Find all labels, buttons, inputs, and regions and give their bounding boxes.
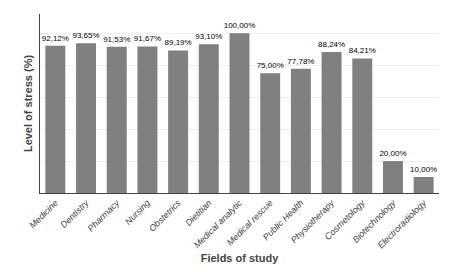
svg-text:Electroradiology: Electroradiology (376, 197, 429, 250)
svg-text:92,12%: 92,12% (42, 34, 69, 43)
svg-text:84,21%: 84,21% (349, 46, 376, 55)
svg-text:100,00%: 100,00% (224, 21, 256, 30)
svg-text:Fields of study: Fields of study (201, 252, 280, 264)
svg-text:Dentistry: Dentistry (58, 197, 91, 230)
svg-text:Public Health: Public Health (261, 198, 306, 243)
svg-text:Obstetrics: Obstetrics (147, 197, 183, 233)
svg-text:77,78%: 77,78% (287, 57, 314, 66)
svg-text:88,24%: 88,24% (318, 40, 345, 49)
svg-text:10,00%: 10,00% (410, 165, 437, 174)
svg-text:Pharmacy: Pharmacy (86, 197, 122, 233)
svg-text:Biotechnology: Biotechnology (351, 197, 398, 244)
svg-text:Level of stress (%): Level of stress (%) (22, 55, 34, 153)
svg-text:Medical analytic: Medical analytic (192, 197, 245, 250)
svg-text:Medicine: Medicine (27, 198, 60, 231)
svg-text:75,00%: 75,00% (257, 61, 284, 70)
svg-text:89,19%: 89,19% (165, 38, 192, 47)
svg-text:Physiotherapy: Physiotherapy (289, 197, 337, 245)
svg-text:20,00%: 20,00% (379, 149, 406, 158)
svg-text:93,65%: 93,65% (72, 31, 99, 40)
svg-text:91,53%: 91,53% (103, 35, 130, 44)
svg-text:Medical rescue: Medical rescue (225, 198, 275, 248)
svg-text:93,10%: 93,10% (195, 32, 222, 41)
svg-text:Nursing: Nursing (123, 198, 152, 227)
svg-text:Dietitian: Dietitian (183, 198, 213, 228)
svg-text:91,67%: 91,67% (134, 34, 161, 43)
svg-text:Cosmetology: Cosmetology (323, 197, 368, 242)
